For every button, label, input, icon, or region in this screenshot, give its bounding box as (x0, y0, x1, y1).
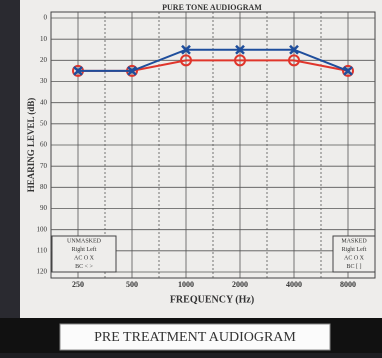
y-axis-label: HEARING LEVEL (dB) (26, 98, 36, 193)
y-tick-label: 10 (40, 35, 48, 43)
y-tick-label: 80 (40, 183, 48, 191)
legend-text: MASKED (341, 238, 367, 244)
y-tick-label: 100 (37, 225, 48, 233)
x-tick-label: 8000 (340, 280, 356, 289)
x-tick-label: 250 (72, 280, 84, 289)
y-tick-label: 30 (40, 77, 48, 85)
legend-text: AC O X (344, 255, 365, 261)
legend-text: UNMASKED (67, 238, 102, 244)
caption: PRE TREATMENT AUDIOGRAM (94, 330, 296, 345)
legend-text: Right Left (342, 246, 367, 253)
y-tick-label: 90 (40, 204, 48, 212)
x-tick-label: 2000 (232, 280, 248, 289)
y-tick-label: 0 (44, 14, 48, 22)
legend-text: BC < > (75, 264, 93, 270)
y-tick-label: 20 (40, 56, 48, 64)
x-axis-label: FREQUENCY (Hz) (170, 294, 254, 305)
audiogram: PURE TONE AUDIOGRAM HEARING LEVEL (dB) F… (0, 0, 382, 353)
y-tick-label: 50 (40, 119, 48, 127)
y-tick-label: 70 (40, 162, 48, 170)
y-tick-label: 110 (37, 246, 48, 254)
legend-text: AC O X (74, 255, 95, 261)
x-tick-label: 1000 (178, 280, 194, 289)
legend-text: BC [ ] (347, 264, 362, 270)
y-tick-label: 120 (37, 268, 48, 276)
chart-title: PURE TONE AUDIOGRAM (162, 3, 262, 12)
y-tick-label: 40 (40, 98, 48, 106)
legend-text: Right Left (72, 246, 97, 253)
background (0, 0, 20, 318)
x-tick-label: 4000 (286, 280, 302, 289)
y-tick-label: 60 (40, 141, 48, 149)
x-tick-label: 500 (126, 280, 138, 289)
